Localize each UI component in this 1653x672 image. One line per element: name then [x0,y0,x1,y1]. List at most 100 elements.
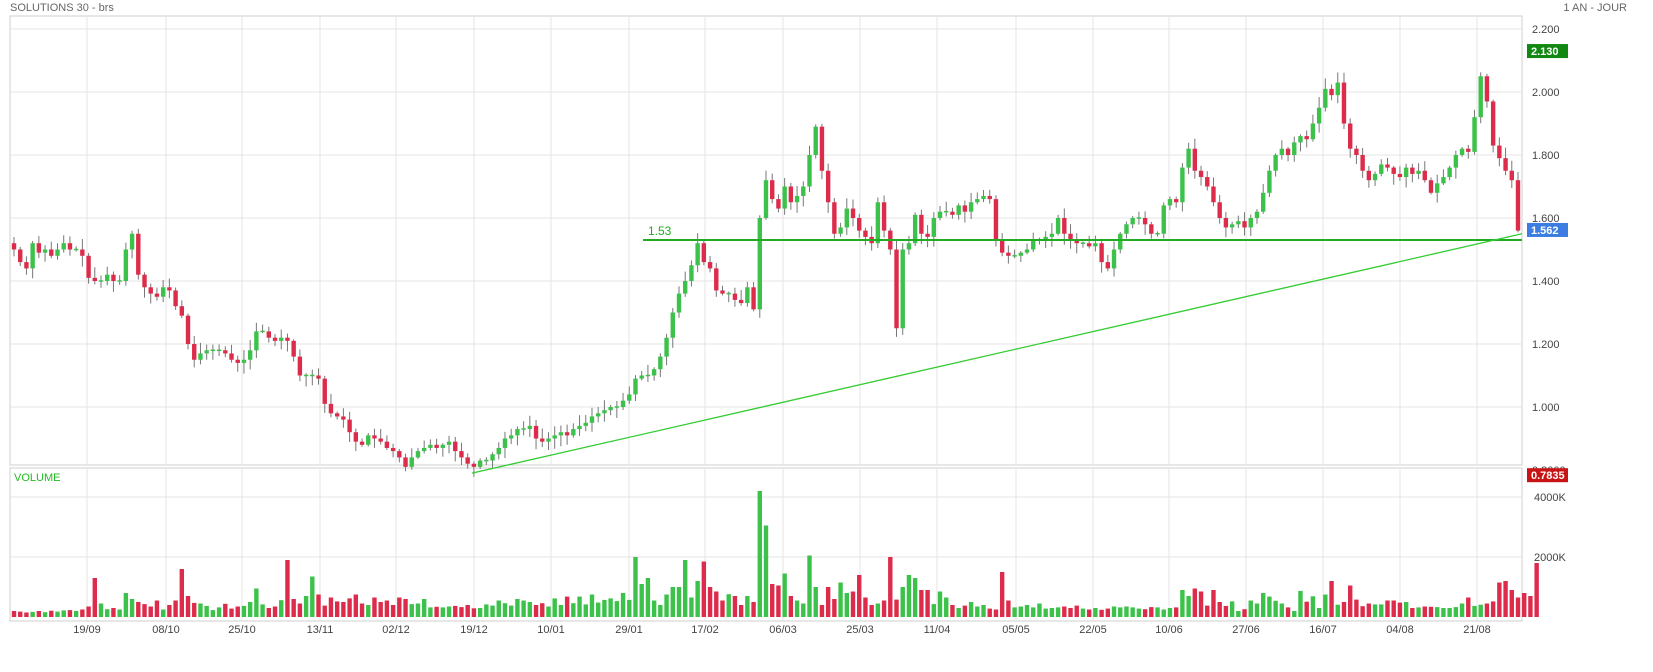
candle-down [142,274,147,288]
volume-bar [1341,602,1347,617]
candle-up [1441,177,1446,184]
candle-up [490,454,495,461]
volume-bar [384,600,390,617]
candle-down [86,255,91,278]
volume-bar [123,593,129,617]
candle-down [1497,145,1502,159]
volume-bar [906,575,912,617]
candle-up [1018,252,1024,256]
volume-bar [962,605,968,617]
candle-down [1242,221,1247,228]
volume-bar [1503,581,1508,617]
candle-up [651,369,657,376]
candle-down [919,214,924,234]
candle-down [1490,101,1496,146]
volume-bar [366,605,371,617]
candle-up [1379,164,1384,174]
price-tick-label: 1.800 [1532,150,1560,162]
volume-bar [30,611,35,617]
candle-down [179,306,185,316]
candle-up [1310,123,1316,140]
volume-bar [1136,608,1142,617]
volume-bar [210,610,216,617]
volume-bar [993,609,999,617]
date-tick-label: 29/01 [615,624,643,636]
volume-bar [111,608,116,617]
volume-bar [857,575,862,617]
volume-bar [105,609,110,617]
candle-up [446,441,452,445]
volume-bar [608,598,613,617]
volume-bar [247,602,253,617]
candle-up [944,210,949,213]
price-tick-label: 1.600 [1532,213,1560,225]
volume-bar [49,610,54,617]
period-label[interactable]: 1 AN - JOUR [1563,2,1627,14]
candle-up [303,374,309,377]
volume-bar [1459,603,1465,617]
volume-bar [1099,609,1104,617]
candle-up [1180,167,1185,203]
candle-up [1372,173,1378,181]
volume-bar [341,602,346,617]
date-tick-label: 04/08 [1386,624,1414,636]
candle-up [546,438,551,442]
volume-bar [975,606,980,617]
candle-down [80,249,85,256]
volume-bar [1149,607,1154,617]
candle-up [310,374,315,377]
volume-bar [403,599,408,617]
volume-bar [378,602,383,617]
candle-up [1136,217,1142,219]
candle-up [807,155,812,187]
candle-up [620,400,626,407]
volume-bar [1403,602,1409,617]
volume-bar [266,608,272,617]
candle-down [701,243,707,263]
date-tick-label: 27/06 [1232,624,1260,636]
volume-bar [1522,593,1527,617]
volume-bar [583,604,588,617]
candle-up [813,126,818,155]
volume-bar [732,596,738,617]
candle-up [105,274,110,281]
volume-bar [291,599,296,617]
candle-up [1267,170,1272,193]
candle-down [1006,252,1011,256]
candle-up [1248,218,1253,228]
price-badge-low [1527,468,1568,483]
volume-bar [241,605,247,617]
candle-down [1086,243,1092,247]
volume-bar [794,600,800,617]
candle-down [297,356,303,376]
volume-bar [334,601,340,617]
volume-bar [726,594,731,617]
candle-up [55,249,60,256]
volume-bar [129,599,135,617]
candle-up [614,406,620,408]
volume-bar [1528,596,1533,617]
volume-bar [1497,582,1502,617]
volume-bar [707,587,713,617]
volume-bar [24,612,29,617]
candle-up [254,331,259,351]
volume-bar [925,590,930,617]
candle-up [571,429,576,436]
candle-down [18,249,23,263]
candle-down [999,240,1005,253]
candle-up [247,350,253,360]
volume-bar [154,600,160,617]
volume-bar [1416,607,1421,617]
candle-down [832,202,837,234]
candle-down [353,432,359,442]
date-tick-label: 25/03 [846,624,874,636]
volume-bar [633,557,638,617]
volume-bar [589,594,595,617]
candle-down [788,186,794,203]
candle-down [136,233,141,275]
candle-up [415,451,421,458]
volume-bar [1043,608,1048,617]
candle-up [1435,183,1440,193]
volume-bar [863,597,868,617]
